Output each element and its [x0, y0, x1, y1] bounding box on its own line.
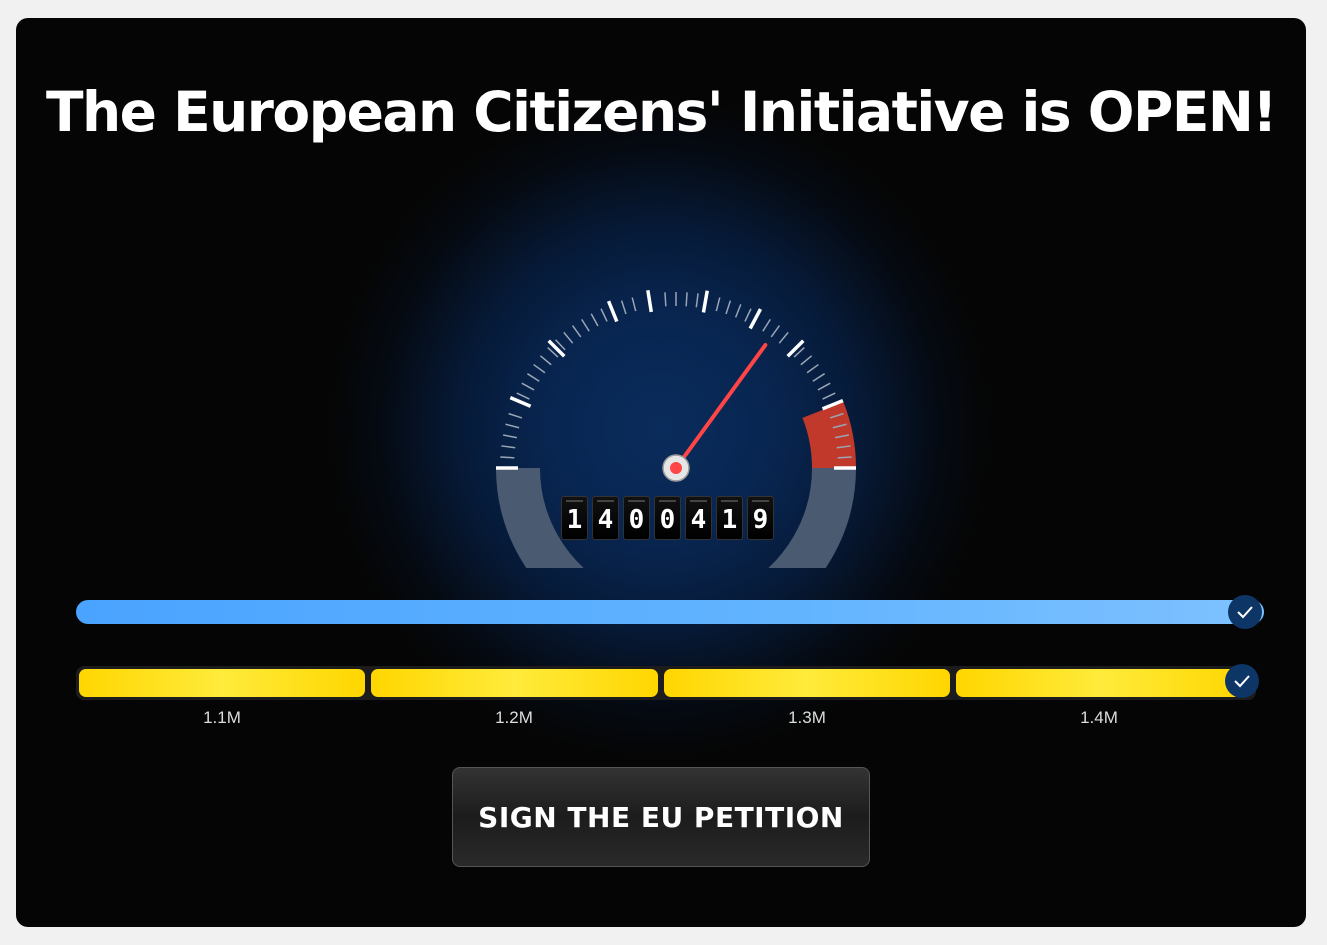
- gauge-minor-tick: [793, 346, 805, 358]
- sign-petition-button[interactable]: SIGN THE EU PETITION: [452, 767, 870, 867]
- gauge-minor-tick: [521, 382, 535, 391]
- gauge-minor-tick: [829, 412, 844, 419]
- page-title: The European Citizens' Initiative is OPE…: [45, 80, 1278, 144]
- gauge-minor-tick: [832, 423, 847, 429]
- speedometer-gauge: [496, 289, 856, 568]
- counter-digit: 4: [685, 496, 712, 540]
- gauge-minor-tick: [502, 434, 518, 439]
- gauge-minor-tick: [571, 325, 582, 338]
- gauge-minor-tick: [836, 445, 851, 449]
- gauge-minor-tick: [685, 292, 688, 307]
- milestone-segment-4: [956, 669, 1246, 697]
- gauge-needle: [674, 343, 768, 470]
- gauge-minor-tick: [581, 318, 590, 332]
- gauge-major-tick: [646, 289, 654, 313]
- counter-digit: 1: [716, 496, 743, 540]
- gauge-minor-tick: [695, 293, 699, 308]
- gauge-lower-left-band: [496, 467, 584, 568]
- counter-digit: 0: [654, 496, 681, 540]
- counter-digit: 9: [747, 496, 774, 540]
- gauge-major-tick: [786, 339, 805, 358]
- gauge-hub-center: [670, 462, 682, 474]
- milestone-label: 1.1M: [203, 708, 241, 727]
- gauge-major-tick: [547, 339, 566, 358]
- milestone-track: [76, 666, 1256, 700]
- gauge-major-tick: [821, 398, 844, 411]
- gauge-minor-tick: [664, 292, 667, 307]
- counter-digit: 1: [561, 496, 588, 540]
- gauge-minor-tick: [817, 382, 831, 391]
- gauge-minor-tick: [778, 331, 789, 344]
- gauge-minor-tick: [533, 363, 546, 374]
- gauge-minor-tick: [806, 363, 819, 374]
- gauge-minor-tick: [505, 423, 520, 429]
- gauge-minor-tick: [834, 434, 850, 439]
- overall-progress-bar: [76, 600, 1264, 624]
- gauge-minor-tick: [715, 297, 721, 312]
- milestone-segment-2: [371, 669, 658, 697]
- gauge-minor-tick: [837, 456, 852, 459]
- counter-digit: 0: [623, 496, 650, 540]
- milestone-label: 1.3M: [788, 708, 826, 727]
- gauge-minor-tick: [600, 308, 608, 322]
- milestone-complete-check-icon: [1225, 664, 1259, 698]
- gauge-minor-tick: [563, 331, 574, 344]
- gauge-minor-tick: [800, 355, 813, 366]
- milestone-segment-3: [664, 669, 950, 697]
- gauge-minor-tick: [770, 325, 781, 338]
- gauge-minor-tick: [812, 373, 826, 382]
- gauge-minor-tick: [631, 297, 637, 312]
- petition-card: The European Citizens' Initiative is OPE…: [16, 18, 1306, 927]
- gauge-minor-tick: [734, 304, 742, 318]
- gauge-minor-tick: [822, 392, 836, 400]
- gauge-minor-tick: [762, 318, 771, 332]
- gauge-minor-tick: [725, 300, 732, 315]
- gauge-major-tick: [509, 396, 532, 408]
- gauge-minor-tick: [554, 339, 566, 351]
- gauge-minor-tick: [516, 392, 530, 400]
- gauge-minor-tick: [500, 456, 515, 459]
- milestone-label: 1.4M: [1080, 708, 1118, 727]
- gauge-red-zone: [802, 401, 856, 469]
- gauge-major-tick: [701, 290, 709, 313]
- gauge-minor-tick: [590, 313, 599, 327]
- gauge-minor-tick: [547, 346, 559, 358]
- gauge-major-tick: [606, 300, 619, 323]
- gauge-lower-right-band: [768, 467, 856, 568]
- milestone-label: 1.2M: [495, 708, 533, 727]
- counter-digit: 4: [592, 496, 619, 540]
- gauge-minor-tick: [501, 445, 516, 449]
- gauge-minor-tick: [526, 373, 540, 382]
- gauge-minor-tick: [744, 308, 752, 322]
- gauge-minor-tick: [508, 412, 523, 419]
- milestone-segment-1: [79, 669, 365, 697]
- progress-complete-check-icon: [1228, 595, 1262, 629]
- gauge-minor-tick: [620, 300, 627, 315]
- gauge-major-tick: [748, 308, 763, 330]
- gauge-minor-tick: [539, 355, 552, 366]
